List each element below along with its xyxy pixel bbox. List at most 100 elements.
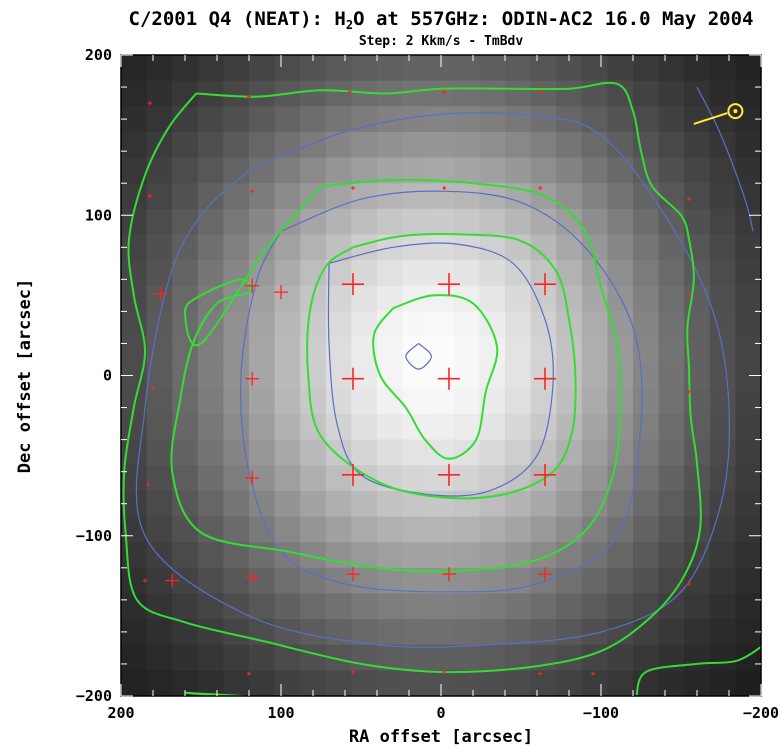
heatmap-cell <box>223 516 250 543</box>
heatmap-cell <box>325 670 352 696</box>
heatmap-cell <box>556 285 583 312</box>
heatmap-cell <box>249 80 276 107</box>
heatmap-cell <box>709 465 736 492</box>
heatmap-cell <box>658 106 685 133</box>
pointing-dot <box>687 389 691 394</box>
heatmap-cell <box>684 593 711 620</box>
heatmap-cell <box>223 388 250 415</box>
heatmap-cell <box>735 439 761 466</box>
x-tick-label: 0 <box>436 704 445 722</box>
heatmap-cell <box>709 670 736 696</box>
heatmap-cell <box>633 234 660 261</box>
heatmap-cell <box>428 337 455 364</box>
heatmap-cell <box>197 234 224 261</box>
heatmap-cell <box>121 80 148 107</box>
pointing-marker-large <box>342 463 364 486</box>
heatmap-cell <box>633 619 660 646</box>
heatmap-cell <box>325 439 352 466</box>
heatmap-cell <box>581 619 608 646</box>
heatmap-cell <box>479 131 506 159</box>
heatmap-cell <box>402 80 429 107</box>
heatmap-cell <box>300 234 327 261</box>
heatmap-cell <box>479 516 506 543</box>
heatmap-cell <box>505 260 532 287</box>
heatmap-cell <box>658 55 685 82</box>
heatmap-cell <box>351 619 378 646</box>
heatmap-cell <box>505 311 532 338</box>
heatmap-cell <box>197 439 224 466</box>
heatmap-cell <box>351 644 378 671</box>
pointing-dot <box>538 186 543 191</box>
heatmap-cell <box>377 183 404 210</box>
heatmap-cell <box>633 362 660 389</box>
pointing-marker <box>245 278 260 293</box>
heatmap-cell <box>709 516 736 543</box>
heatmap-cell <box>530 55 557 82</box>
heatmap-cell <box>121 644 148 671</box>
chart-subtitle: Step: 2 Kkm/s - TmBdv <box>359 34 524 49</box>
heatmap-cell <box>479 542 506 569</box>
contour-blue <box>405 342 433 370</box>
heatmap-cell <box>172 106 199 133</box>
heatmap-cell <box>530 516 557 543</box>
heatmap-cell <box>146 234 173 261</box>
heatmap-cell <box>479 260 506 287</box>
heatmap-cell <box>377 285 404 312</box>
heatmap-cell <box>249 670 276 696</box>
heatmap-cell <box>223 106 250 133</box>
heatmap-cell <box>351 516 378 543</box>
heatmap-cell <box>607 593 634 620</box>
heatmap-cell <box>479 157 506 184</box>
heatmap-cell <box>428 234 455 261</box>
pointing-dot <box>442 186 447 191</box>
heatmap-cell <box>735 260 761 287</box>
heatmap-cell <box>351 593 378 620</box>
heatmap-cell <box>428 362 455 389</box>
heatmap-cell <box>223 234 250 261</box>
heatmap-cell <box>709 413 736 441</box>
heatmap-cell <box>658 285 685 312</box>
pointing-dot <box>442 669 447 674</box>
heatmap-cell <box>658 157 685 184</box>
heatmap-cell <box>453 439 480 466</box>
heatmap-cell <box>581 465 608 492</box>
pointing-dot <box>687 197 691 202</box>
heatmap-cell <box>658 337 685 364</box>
pointing-layer <box>143 89 744 676</box>
heatmap-cell <box>146 285 173 312</box>
heatmap-cell <box>607 670 634 696</box>
heatmap-cell <box>607 337 634 364</box>
heatmap-cell <box>581 106 608 133</box>
heatmap-cell <box>377 131 404 159</box>
heatmap-cell <box>453 55 480 82</box>
pointing-marker <box>165 573 180 588</box>
heatmap-cell <box>402 516 429 543</box>
heatmap-cell <box>505 337 532 364</box>
heatmap-cell <box>274 465 301 492</box>
heatmap-cell <box>581 183 608 210</box>
heatmap-cell <box>428 80 455 107</box>
heatmap-cell <box>249 337 276 364</box>
heatmap-cell <box>249 593 276 620</box>
heatmap-cell <box>735 157 761 184</box>
heatmap-cell <box>556 106 583 133</box>
heatmap-cell <box>479 439 506 466</box>
heatmap-cell <box>709 542 736 569</box>
pointing-dot <box>591 671 595 676</box>
heatmap-cell <box>377 619 404 646</box>
heatmap-cell <box>530 439 557 466</box>
heatmap-cell <box>351 413 378 441</box>
heatmap-cell <box>633 593 660 620</box>
pointing-marker-large <box>534 463 556 486</box>
heatmap-cell <box>530 157 557 184</box>
heatmap-cell <box>530 80 557 107</box>
heatmap-cell <box>453 337 480 364</box>
heatmap-cell <box>581 439 608 466</box>
heatmap-cell <box>607 234 634 261</box>
heatmap-cell <box>607 542 634 569</box>
heatmap-cell <box>479 362 506 389</box>
pointing-marker-large <box>534 367 556 390</box>
heatmap-cell <box>377 337 404 364</box>
pointing-dot <box>687 293 691 298</box>
heatmap-cell <box>325 106 352 133</box>
